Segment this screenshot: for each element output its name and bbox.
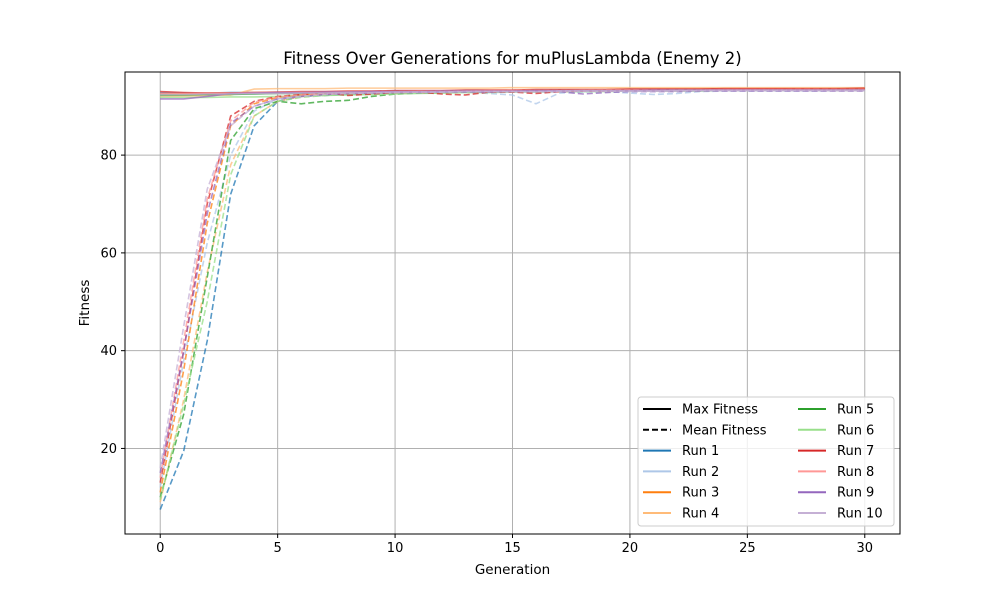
x-tick-label: 20 (622, 541, 639, 556)
legend-label-run-5: Run 5 (837, 403, 874, 418)
y-tick-label: 40 (100, 344, 117, 359)
legend-label-run-10: Run 10 (837, 507, 883, 522)
legend-items: Max Fitness Mean Fitness Run 1 Run 2 Run 3 Ru… (643, 403, 883, 522)
legend-label-max-fitness: Max Fitness (682, 403, 758, 418)
x-tick-label: 15 (504, 541, 521, 556)
y-tick-label: 20 (100, 442, 117, 457)
y-tick-label: 80 (100, 149, 117, 164)
legend-label-mean-fitness: Mean Fitness (682, 423, 767, 438)
legend-box (637, 396, 895, 527)
legend-label-run-7: Run 7 (837, 444, 874, 459)
axis-ticks: 0 5 10 15 20 25 30 20 40 60 80 (100, 149, 873, 556)
x-tick-label: 10 (387, 541, 404, 556)
legend-label-run-3: Run 3 (682, 486, 719, 501)
legend: Max Fitness Mean Fitness Run 1 Run 2 Run 3 Ru… (637, 396, 895, 527)
series-lines (159, 86, 865, 510)
x-tick-label: 25 (739, 541, 756, 556)
x-tick-label: 0 (156, 541, 164, 556)
x-axis-label: Generation (475, 562, 550, 578)
legend-label-run-8: Run 8 (837, 465, 874, 480)
chart-title: Fitness Over Generations for muPlusLambd… (283, 49, 741, 68)
y-axis-label: Fitness (77, 280, 93, 327)
run-4-max-line (160, 86, 865, 98)
legend-label-run-1: Run 1 (682, 444, 719, 459)
legend-label-run-6: Run 6 (837, 423, 874, 438)
y-tick-label: 60 (100, 246, 117, 261)
x-tick-label: 5 (274, 541, 282, 556)
grid-lines (125, 72, 900, 534)
legend-label-run-4: Run 4 (682, 507, 719, 522)
legend-label-run-2: Run 2 (682, 465, 719, 480)
legend-label-run-9: Run 9 (837, 486, 874, 501)
x-tick-label: 30 (856, 541, 873, 556)
run-10-max-line (160, 89, 865, 96)
